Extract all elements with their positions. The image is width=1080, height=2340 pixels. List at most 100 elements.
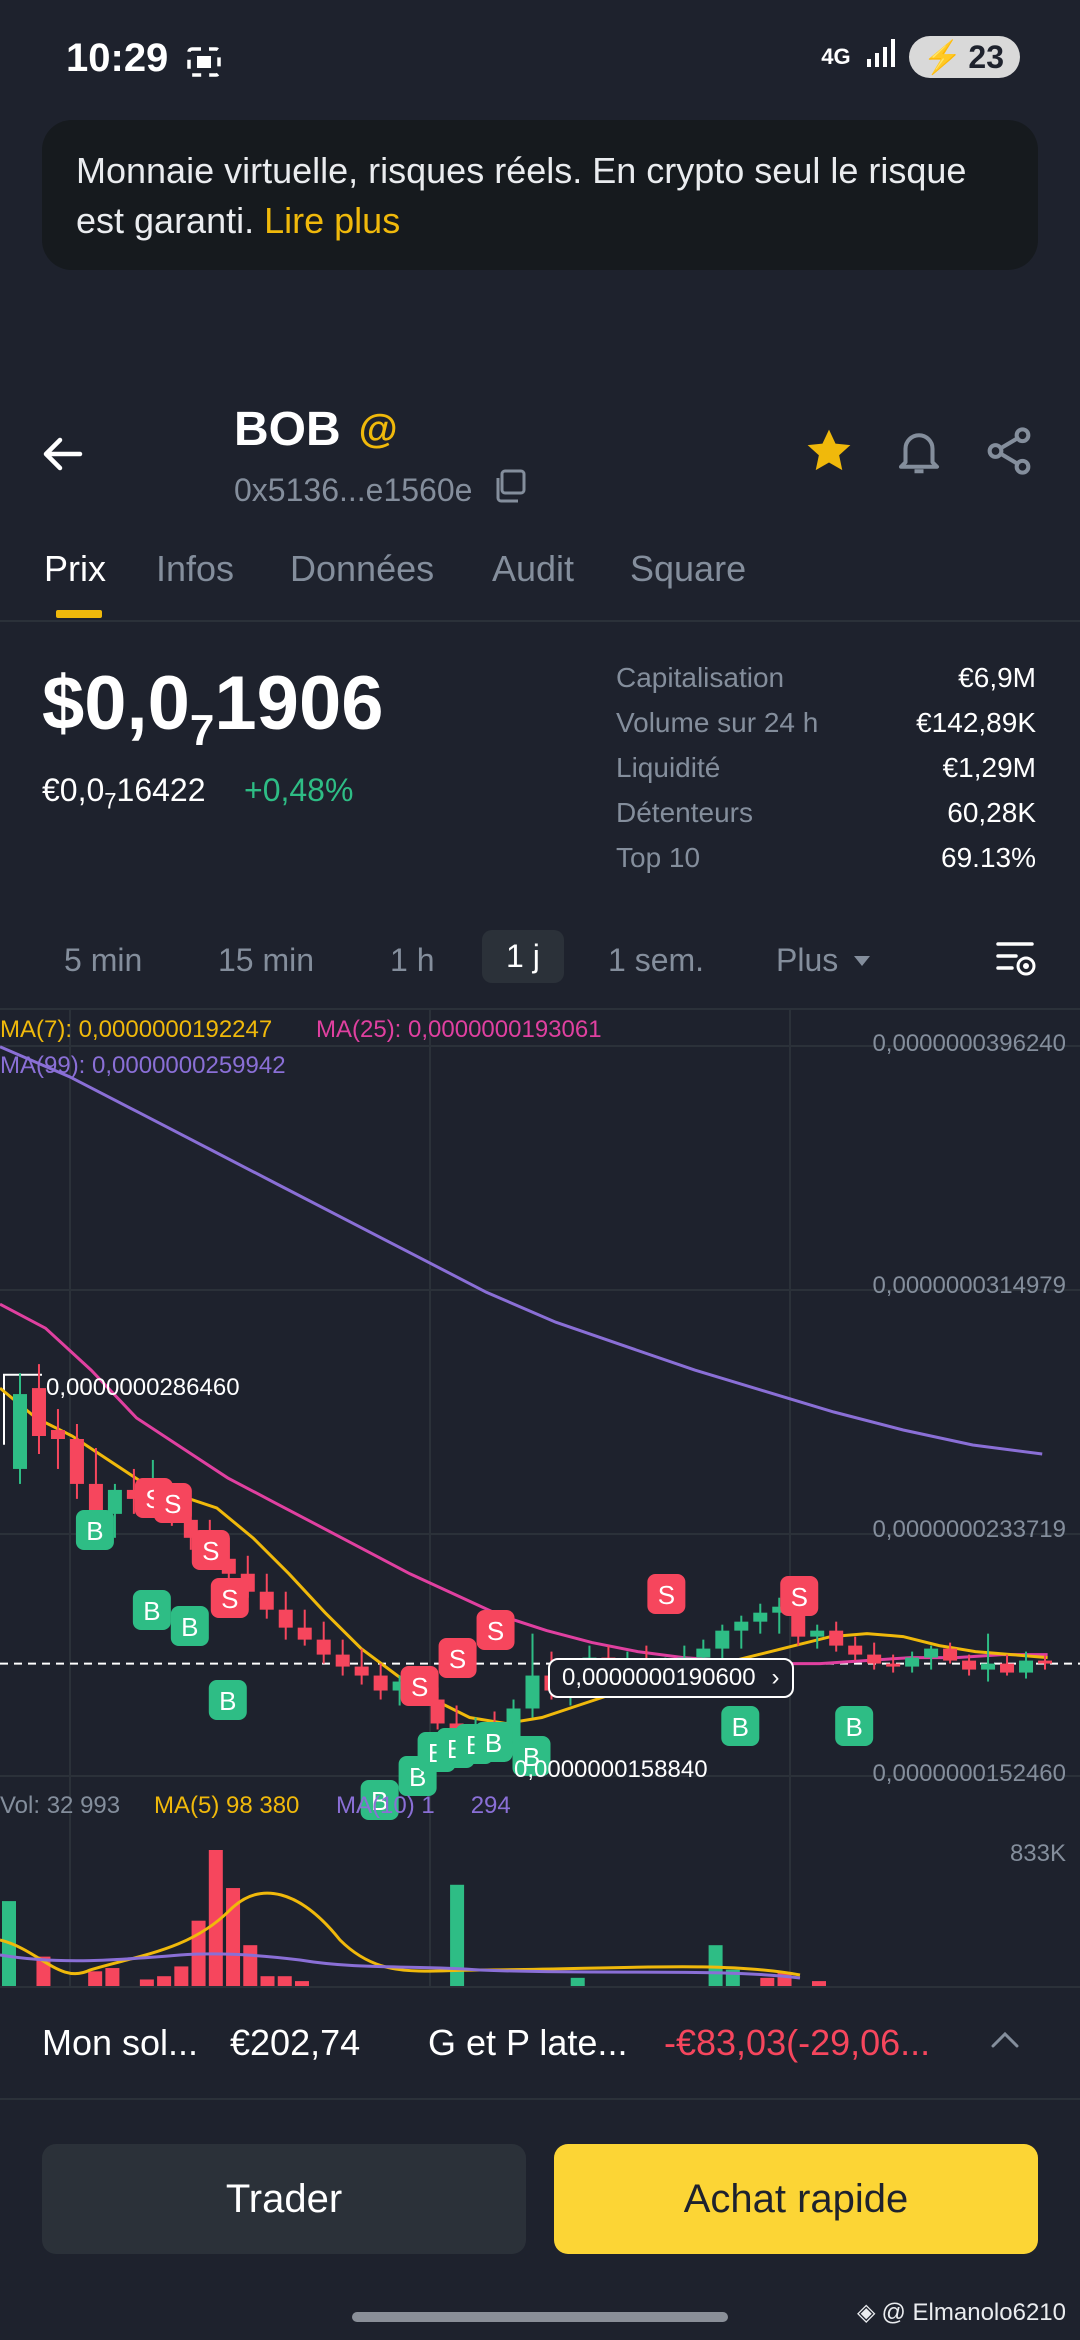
token-name: BOB: [234, 402, 341, 457]
marker-letter: B: [219, 1686, 236, 1716]
stat-volume-value: €142,89K: [916, 707, 1036, 739]
chart-high-label: 0,0000000286460: [46, 1374, 240, 1402]
volume-bar: [571, 1978, 585, 1986]
sell-marker: S: [647, 1574, 685, 1614]
favorite-star-icon[interactable]: [802, 424, 856, 483]
candle-body: [867, 1655, 881, 1664]
candle-body: [696, 1649, 710, 1658]
marker-letter: B: [846, 1712, 863, 1742]
candle-body: [962, 1661, 976, 1670]
ma7-legend: MA(7): 0,0000000192247: [0, 1016, 272, 1044]
marker-letter: B: [485, 1728, 502, 1758]
candle-body: [981, 1664, 995, 1670]
volume-ma5-legend: MA(5) 98 380: [154, 1792, 299, 1820]
pnl-label: G et P late...: [428, 2022, 627, 2064]
caret-down-icon: [852, 954, 872, 968]
screenshot-icon: [186, 44, 222, 85]
interval-1d[interactable]: 1 j: [482, 930, 564, 983]
candle-body: [905, 1658, 919, 1667]
volume-legend: Vol: 32 993: [0, 1792, 120, 1820]
marker-letter: S: [221, 1584, 238, 1614]
sell-marker: S: [477, 1610, 515, 1650]
stat-holders-label: Détenteurs: [616, 797, 753, 829]
marker-letter: S: [791, 1582, 808, 1612]
binance-logo-icon: ◈: [857, 2298, 875, 2327]
stat-top10-value: 69.13%: [941, 842, 1036, 874]
status-time: 10:29: [66, 36, 168, 81]
candle-body: [848, 1646, 862, 1655]
quick-buy-button[interactable]: Achat rapide: [554, 2144, 1038, 2254]
chart-settings-icon[interactable]: [994, 938, 1038, 983]
bell-icon[interactable]: [892, 424, 946, 483]
interval-15min[interactable]: 15 min: [218, 942, 314, 979]
tab-square[interactable]: Square: [630, 548, 746, 590]
banner-read-more-link[interactable]: Lire plus: [264, 200, 400, 241]
share-icon[interactable]: [982, 424, 1036, 483]
candle-body: [108, 1490, 122, 1514]
back-button[interactable]: [38, 430, 86, 483]
chart-canvas: BSSSBBSBSSSBBBBBBBSSBB: [0, 1010, 1080, 1986]
tab-prix[interactable]: Prix: [44, 548, 106, 590]
interval-more[interactable]: Plus: [776, 942, 872, 979]
interval-1w[interactable]: 1 sem.: [608, 942, 704, 979]
ma25-legend: MA(25): 0,0000000193061: [316, 1016, 602, 1044]
balance-label: Mon sol...: [42, 2022, 198, 2064]
chevron-up-icon[interactable]: [990, 2030, 1020, 2055]
volume-bar: [760, 1978, 774, 1986]
marker-letter: S: [487, 1616, 504, 1646]
candle-body: [279, 1610, 293, 1628]
buy-marker: B: [721, 1706, 759, 1746]
volume-bar: [157, 1976, 171, 1986]
candle-body: [943, 1649, 957, 1661]
risk-banner: Monnaie virtuelle, risques réels. En cry…: [42, 120, 1038, 270]
sell-marker: S: [439, 1638, 477, 1678]
buy-marker: B: [133, 1590, 171, 1630]
current-price-tag[interactable]: 0,0000000190600 ›: [548, 1658, 794, 1698]
price-usd: $0,071906: [42, 660, 383, 756]
marker-letter: B: [86, 1516, 103, 1546]
tab-audit[interactable]: Audit: [492, 548, 574, 590]
axis-label-bottom: 0,0000000152460: [872, 1760, 1066, 1788]
token-badge: @: [359, 407, 398, 452]
arrow-left-icon: [38, 430, 86, 478]
chart-low-label: 0,0000000158840: [514, 1756, 708, 1784]
candle-body: [89, 1484, 103, 1514]
buy-marker: B: [835, 1706, 873, 1746]
battery-level: 23: [968, 39, 1004, 76]
token-address-row: 0x5136...e1560e: [234, 468, 528, 512]
interval-5min[interactable]: 5 min: [64, 942, 142, 979]
volume-ma10-legend: MA(10) 1 294: [336, 1792, 511, 1820]
marker-letter: S: [164, 1489, 181, 1519]
candle-body: [1019, 1661, 1033, 1673]
tab-donnees[interactable]: Données: [290, 548, 434, 590]
home-indicator[interactable]: [352, 2312, 728, 2322]
marker-letter: B: [732, 1712, 749, 1742]
axis-label-2: 0,0000000314979: [872, 1272, 1066, 1300]
trade-button[interactable]: Trader: [42, 2144, 526, 2254]
price-change: +0,48%: [244, 772, 353, 809]
current-price-value: 0,0000000190600: [562, 1664, 756, 1692]
volume-ma5-line: [0, 1893, 800, 1975]
active-tab-indicator: [56, 610, 102, 618]
sell-marker: S: [401, 1666, 439, 1706]
interval-1h[interactable]: 1 h: [390, 942, 434, 979]
marker-letter: S: [411, 1672, 428, 1702]
stat-liquidity-value: €1,29M: [943, 752, 1036, 784]
sell-marker: S: [154, 1483, 192, 1523]
stat-top10-label: Top 10: [616, 842, 700, 874]
tab-infos[interactable]: Infos: [156, 548, 234, 590]
ma7-line: [0, 1388, 1048, 1723]
marker-letter: B: [143, 1596, 160, 1626]
candle-body: [374, 1676, 388, 1691]
marker-letter: S: [449, 1644, 466, 1674]
stat-holders-value: 60,28K: [947, 797, 1036, 829]
volume-bar: [105, 1968, 119, 1986]
price-eur: €0,0716422: [42, 772, 206, 814]
watermark-text: @ Elmanolo6210: [882, 2299, 1066, 2327]
axis-label-3: 0,0000000233719: [872, 1516, 1066, 1544]
candle-body: [32, 1388, 46, 1436]
marker-letter: S: [202, 1536, 219, 1566]
battery-indicator: ⚡ 23: [909, 36, 1020, 78]
price-chart[interactable]: BSSSBBSBSSSBBBBBBBSSBB: [0, 1010, 1080, 1986]
copy-icon[interactable]: [492, 468, 528, 512]
